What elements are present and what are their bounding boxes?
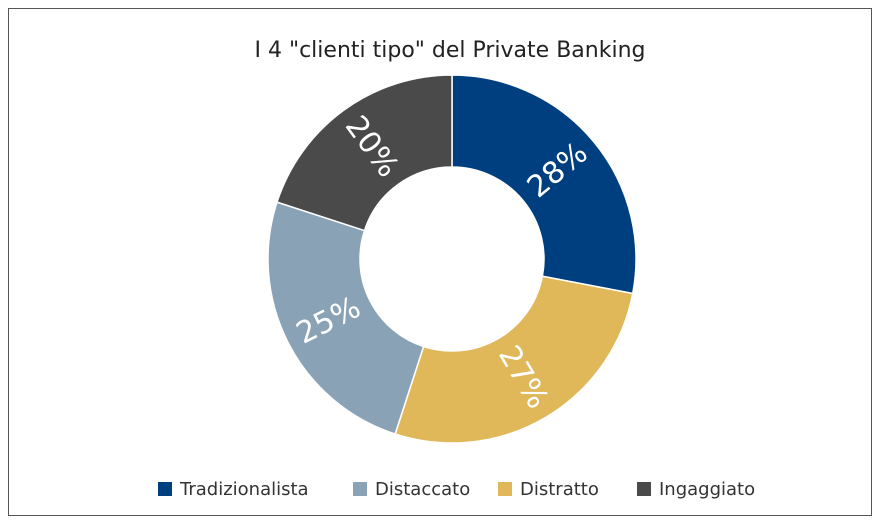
- legend-swatch: [498, 482, 512, 496]
- legend-label: Distaccato: [375, 479, 470, 500]
- legend-label: Ingaggiato: [659, 479, 755, 500]
- chart-title: I 4 "clienti tipo" del Private Banking: [255, 38, 646, 63]
- donut-slice: [267, 201, 425, 435]
- donut-slice: [276, 74, 453, 232]
- legend-label: Distratto: [520, 479, 599, 500]
- legend-swatch: [158, 482, 172, 496]
- legend-swatch: [353, 482, 367, 496]
- legend-swatch: [637, 482, 651, 496]
- donut-slice: [451, 74, 637, 295]
- donut-slice: [394, 275, 634, 444]
- legend-label: Tradizionalista: [179, 479, 309, 500]
